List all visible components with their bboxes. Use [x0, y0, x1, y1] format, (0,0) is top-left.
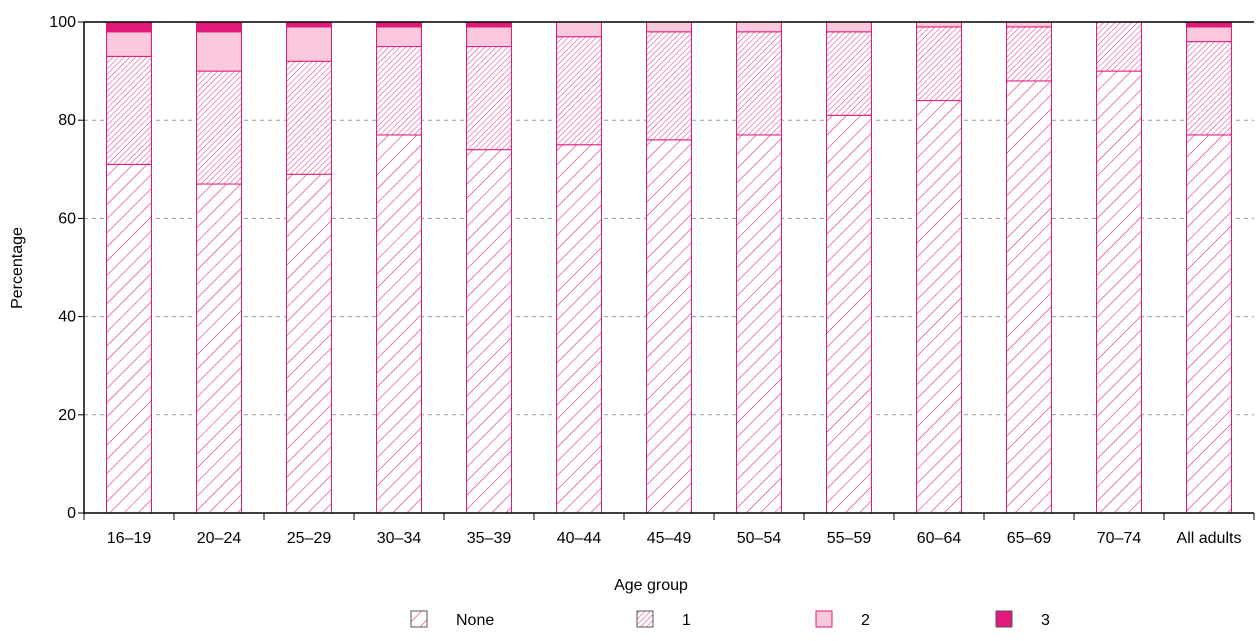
bar-segment-1-60-64: [916, 26, 962, 102]
y-axis-label: Percentage: [9, 227, 26, 309]
bar-segment-none-60-64: [916, 100, 962, 514]
legend-item-3: 3: [995, 610, 1050, 629]
bar-segment-none-45-49: [646, 139, 692, 514]
legend-item-2: 2: [815, 610, 870, 629]
bar-segment-1-25-29: [286, 60, 332, 175]
x-tick-label: 45–49: [647, 530, 692, 547]
x-tick-label: 55–59: [827, 530, 872, 547]
legend-label: 2: [861, 612, 870, 629]
bar-segment-1-55-59: [826, 31, 872, 116]
bar-segment-3-16-19: [106, 21, 152, 33]
bar-segment-1-30-34: [376, 46, 422, 136]
bar-segment-1-45-49: [646, 31, 692, 141]
y-tick-label: 80: [58, 112, 76, 129]
legend-label: 3: [1041, 612, 1050, 629]
x-tick-label: 30–34: [377, 530, 422, 547]
x-tick-label: 35–39: [467, 530, 512, 547]
legend-swatch: [995, 610, 1013, 628]
legend-swatch: [815, 610, 833, 628]
axes: 0 20 40 60 80 100 16–19 20–24 25–29 30–34 35–39 40–…: [49, 14, 1255, 547]
y-tick-label: 0: [67, 505, 76, 522]
y-tick-label: 100: [49, 14, 76, 31]
bar-segment-2-55-59: [826, 21, 872, 33]
bar-segment-3-20-24: [196, 21, 242, 33]
x-tick-label: 16–19: [107, 530, 152, 547]
bar-segment-2-20-24: [196, 31, 242, 72]
bar-segment-1-70-74: [1096, 21, 1142, 72]
x-tick-label: 50–54: [737, 530, 782, 547]
legend-item-none: None: [410, 610, 494, 629]
bar-segment-none-20-24: [196, 183, 242, 514]
bar-segment-none-30-34: [376, 134, 422, 514]
bar-segment-2-40-44: [556, 21, 602, 38]
bar-segment-1-16-19: [106, 55, 152, 165]
bar-segment-2-30-34: [376, 26, 422, 48]
bar-segment-1-65-69: [1006, 26, 1052, 82]
bar-segment-none-35-39: [466, 149, 512, 514]
x-tick-label: 60–64: [917, 530, 962, 547]
legend-label: None: [456, 612, 494, 629]
legend-swatch: [636, 610, 654, 628]
bar-segment-none-65-69: [1006, 80, 1052, 514]
bar-segment-none-40-44: [556, 144, 602, 514]
bar-segment-none-16-19: [106, 163, 152, 514]
bar-segment-2-all-adults: [1186, 26, 1232, 43]
x-tick-label: 65–69: [1007, 530, 1052, 547]
bar-segment-1-35-39: [466, 46, 512, 151]
bar-segment-1-40-44: [556, 36, 602, 146]
bar-segment-none-25-29: [286, 173, 332, 514]
y-tick-label: 40: [58, 309, 76, 326]
x-axis-label: Age group: [614, 577, 688, 594]
x-tick-label: All adults: [1177, 530, 1242, 547]
y-tick-label: 60: [58, 210, 76, 227]
bars: [106, 21, 1232, 514]
bar-segment-1-20-24: [196, 70, 242, 185]
bar-segment-none-70-74: [1096, 70, 1142, 514]
legend: None 1 2 3: [410, 610, 1050, 629]
legend-label: 1: [682, 612, 691, 629]
bar-segment-2-35-39: [466, 26, 512, 48]
legend-swatch: [410, 610, 428, 628]
bar-segment-1-50-54: [736, 31, 782, 136]
x-tick-label: 20–24: [197, 530, 242, 547]
bar-segment-1-all-adults: [1186, 41, 1232, 136]
bar-segment-2-16-19: [106, 31, 152, 57]
bar-segment-none-55-59: [826, 114, 872, 514]
x-tick-label: 25–29: [287, 530, 332, 547]
bar-segment-2-25-29: [286, 26, 332, 62]
legend-item-1: 1: [636, 610, 691, 629]
bar-segment-2-50-54: [736, 21, 782, 33]
y-tick-label: 20: [58, 407, 76, 424]
bar-segment-none-50-54: [736, 134, 782, 514]
bar-segment-2-45-49: [646, 21, 692, 33]
x-tick-label: 40–44: [557, 530, 602, 547]
x-tick-label: 70–74: [1097, 530, 1142, 547]
bar-segment-none-all-adults: [1186, 134, 1232, 514]
